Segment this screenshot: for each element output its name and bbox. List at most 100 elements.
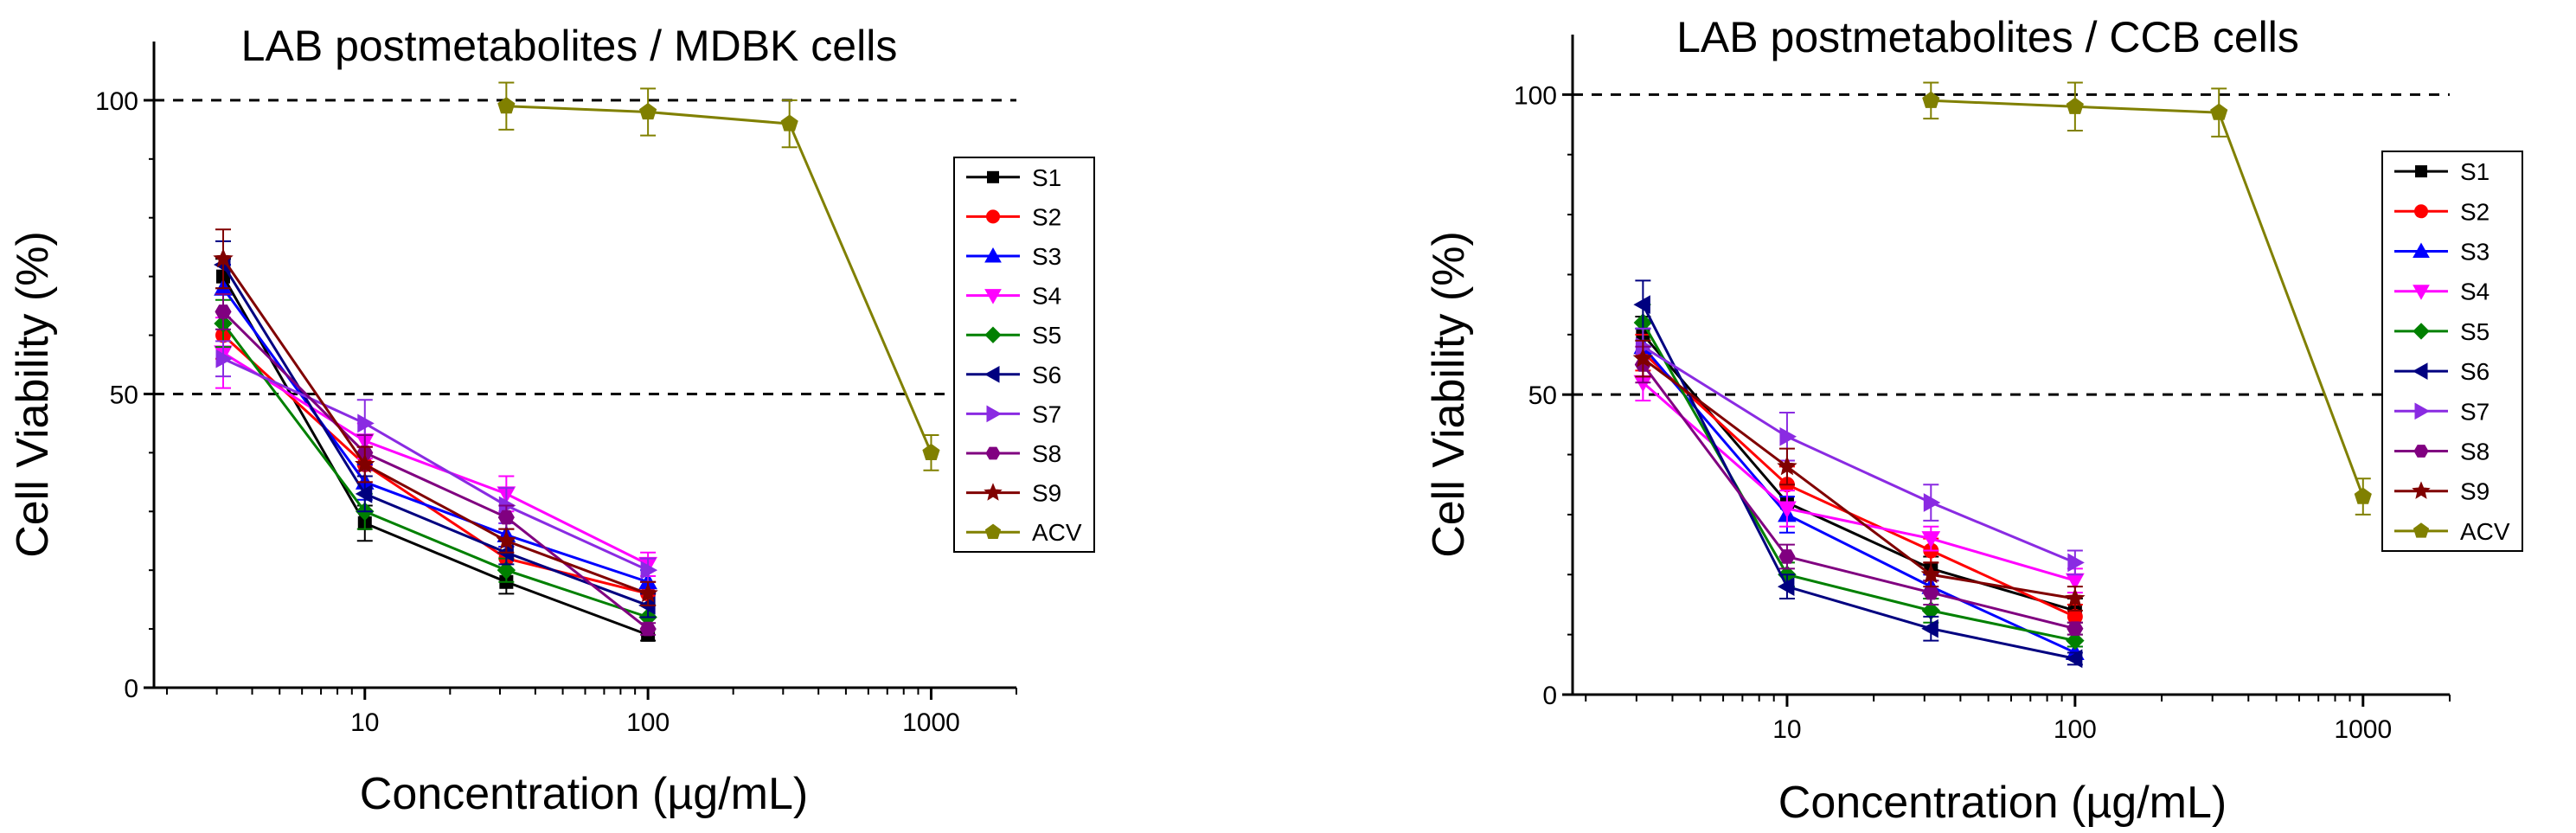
series-line <box>1642 345 2076 564</box>
legend-marker <box>984 326 1002 343</box>
data-point <box>922 443 940 460</box>
series-line <box>1642 351 2076 618</box>
data-point <box>1632 348 1654 368</box>
legend-item-s6: S6 <box>2394 358 2489 385</box>
data-point <box>497 97 516 114</box>
legend-label: S1 <box>1032 164 1061 191</box>
legend-label: S4 <box>2460 279 2489 305</box>
legend-marker <box>984 523 1002 539</box>
data-point <box>2066 631 2085 650</box>
legend-box <box>953 157 1095 553</box>
axes <box>152 42 1016 689</box>
legend-label: S6 <box>1032 362 1061 388</box>
data-point <box>1921 618 1938 638</box>
data-point <box>355 484 373 503</box>
chart-title: LAB postmetabolites / MDBK cells <box>241 22 898 70</box>
x-tick-label: 100 <box>626 708 670 737</box>
series-line <box>1642 304 2076 660</box>
data-point <box>2067 608 2083 625</box>
y-tick-label: 0 <box>124 675 138 703</box>
axes <box>1571 35 2450 696</box>
data-point <box>497 561 516 580</box>
legend-marker <box>984 483 1003 501</box>
series-line <box>221 334 649 595</box>
legend-marker <box>984 247 1002 263</box>
series-s4 <box>1633 363 2085 594</box>
legend-item-s7: S7 <box>2394 398 2489 425</box>
series-line <box>221 264 649 607</box>
legend-item-s5: S5 <box>2394 318 2489 345</box>
legend-marker <box>984 365 1000 383</box>
legend-marker <box>984 289 1002 304</box>
series-line <box>1642 333 2076 612</box>
legend-marker <box>2413 522 2430 538</box>
data-point <box>1778 501 1797 519</box>
legend-label: S7 <box>1032 400 1061 427</box>
legend-label: ACV <box>1032 519 1082 546</box>
plot-area <box>213 81 940 642</box>
legend-label: S5 <box>2460 318 2489 345</box>
legend-label: S4 <box>1032 283 1061 310</box>
data-point <box>497 509 515 525</box>
legend-label: S2 <box>2460 198 2489 225</box>
legend-label: S3 <box>1032 243 1061 270</box>
series-line <box>222 357 649 572</box>
x-axis-label: Concentration (µg/mL) <box>360 769 808 819</box>
legend-item-s1: S1 <box>966 164 1061 191</box>
y-axis-label: Cell Viability (%) <box>1424 231 1474 558</box>
data-point <box>357 413 375 433</box>
legend-item-acv: ACV <box>966 519 1082 546</box>
chart-panel-mdbk: LAB postmetabolites / MDBK cells Cell Vi… <box>8 22 1095 819</box>
legend-item-s8: S8 <box>2394 439 2489 465</box>
legend-label: S1 <box>2460 158 2489 185</box>
data-point <box>1922 91 1940 108</box>
data-point <box>639 621 657 637</box>
legend-label: S8 <box>2460 439 2489 465</box>
x-tick-label: 1000 <box>902 708 960 737</box>
legend-label: S3 <box>2460 239 2489 266</box>
legend-item-s3: S3 <box>966 243 1061 270</box>
legend-label: S6 <box>2460 358 2489 385</box>
legend-item-s1: S1 <box>2394 158 2489 185</box>
data-point <box>1920 563 1941 584</box>
legend-marker <box>986 209 1000 224</box>
y-tick-label: 50 <box>1528 381 1557 410</box>
series-line <box>1642 345 2076 654</box>
series-s9 <box>213 228 658 606</box>
legend-item-s2: S2 <box>966 203 1061 230</box>
series-acv <box>497 81 940 471</box>
series-s9 <box>1632 339 2086 612</box>
legend-marker <box>986 405 1003 423</box>
y-tick-label: 50 <box>110 381 138 409</box>
plot-area <box>1632 81 2372 669</box>
data-point <box>1777 456 1797 476</box>
y-tick-label: 0 <box>1542 682 1557 710</box>
ticks: 0 50 100 10 100 1000 <box>1514 81 2451 744</box>
legend-item-s4: S4 <box>2394 279 2489 305</box>
legend-label: S9 <box>2460 478 2489 505</box>
series-line <box>1642 363 2076 631</box>
legend-marker <box>2413 445 2429 458</box>
series-s6 <box>1633 279 2083 669</box>
legend-box <box>2381 151 2523 552</box>
series-line <box>221 323 649 618</box>
chart-panel-ccb: LAB postmetabolites / CCB cells Cell Via… <box>1424 13 2523 828</box>
series-line <box>221 287 649 584</box>
legend-item-s8: S8 <box>966 440 1061 467</box>
series-line <box>1642 357 2076 600</box>
data-point <box>2065 587 2086 607</box>
data-point <box>2067 553 2085 573</box>
series-line <box>1931 99 2365 497</box>
series-s2 <box>1635 333 2083 630</box>
x-tick-label: 10 <box>1772 715 1801 744</box>
legend-item-s5: S5 <box>966 322 1061 349</box>
data-point <box>2354 487 2372 504</box>
series-line <box>221 311 650 631</box>
legend-marker <box>2414 402 2431 420</box>
legend-item-s2: S2 <box>2394 198 2489 225</box>
data-point <box>1778 549 1796 564</box>
x-axis-label: Concentration (µg/mL) <box>1778 778 2227 828</box>
y-tick-label: 100 <box>1514 81 1557 110</box>
series-line <box>1642 322 2076 643</box>
